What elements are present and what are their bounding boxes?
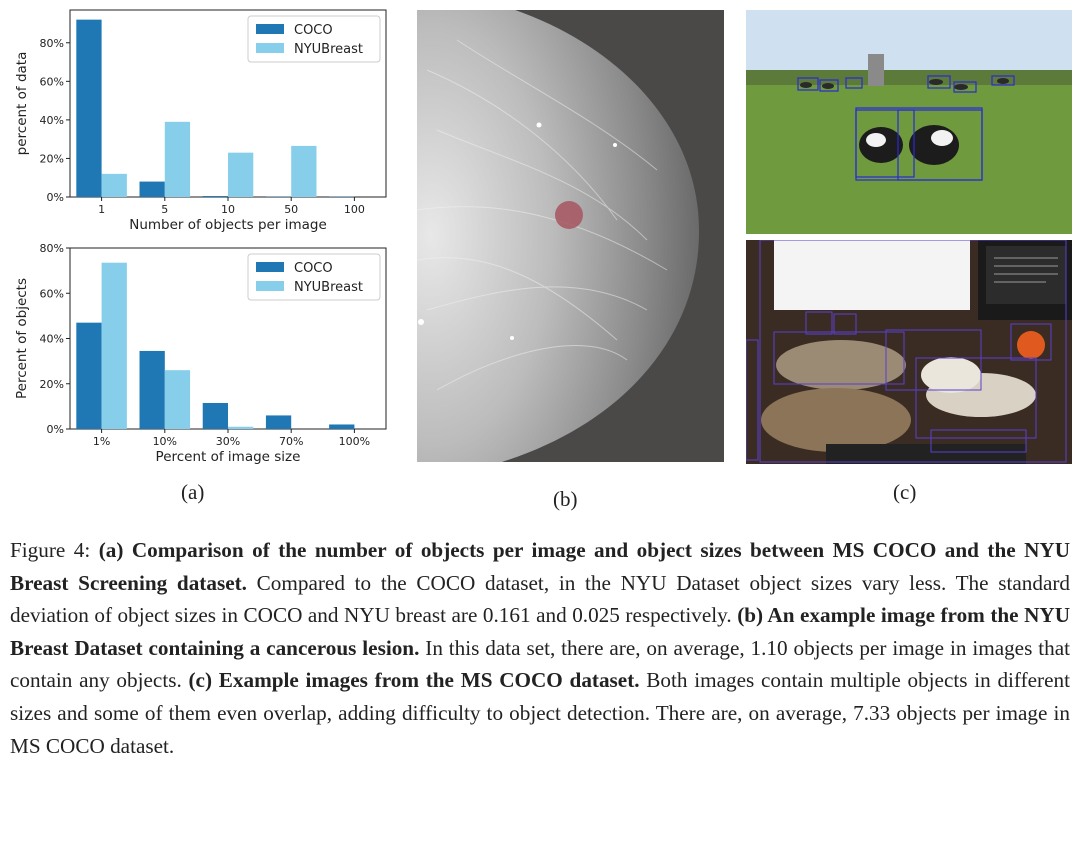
x-axis-label: Percent of image size	[156, 449, 301, 465]
coco-cats-image	[746, 240, 1072, 464]
label-b: (b)	[553, 487, 578, 511]
y-tick-label: 80%	[40, 37, 64, 50]
y-tick-label: 60%	[40, 287, 64, 300]
y-axis-label: Percent of objects	[14, 278, 30, 399]
x-tick-label: 100	[344, 203, 365, 216]
objects-per-image-chart: 0% 20% 40% 60% 80% 1 5 10 50 100 Number of objects…	[14, 9, 387, 233]
caption-c-text: Both images contain multiple objects in …	[10, 668, 1071, 758]
y-axis-label: percent of data	[14, 52, 30, 156]
bar-nyubreast-0	[101, 262, 127, 429]
y-tick-label: 0%	[47, 191, 64, 204]
bar-coco-0	[76, 322, 102, 429]
x-tick-label: 30%	[216, 435, 240, 448]
coco-cows-image	[746, 10, 1072, 234]
legend-label-coco: COCO	[294, 261, 333, 276]
caption-a-heading: (a) Comparison of the number of objects …	[10, 538, 1070, 595]
label-c: (c)	[893, 480, 917, 504]
bar-nyubreast-3	[291, 145, 317, 197]
bar-coco-1	[139, 181, 165, 197]
caption-b-heading: (b) An example image from the NYU Breast…	[10, 603, 1071, 660]
x-tick-label: 50	[284, 203, 298, 216]
bar-coco-4	[329, 424, 355, 429]
figure-caption: Figure 4: (a) Comparison of the number o…	[10, 534, 1070, 762]
lesion-marker	[555, 201, 583, 229]
y-tick-label: 20%	[40, 152, 64, 165]
bar-coco-2	[202, 402, 228, 429]
y-tick-label: 80%	[40, 242, 64, 255]
y-tick-label: 40%	[40, 333, 64, 346]
bar-coco-2	[202, 196, 228, 197]
legend-swatch-coco	[256, 24, 284, 34]
bar-coco-0	[76, 19, 102, 197]
x-tick-label: 70%	[279, 435, 303, 448]
x-axis-label: Number of objects per image	[129, 217, 327, 233]
y-tick-label: 40%	[40, 114, 64, 127]
caption-c-heading: (c) Example images from the MS COCO data…	[188, 668, 640, 693]
bar-coco-1	[139, 350, 165, 429]
x-tick-label: 10	[221, 203, 235, 216]
bar-nyubreast-2	[228, 152, 254, 197]
legend-swatch-nyubreast	[256, 281, 284, 291]
y-tick-label: 60%	[40, 75, 64, 88]
object-size-chart: 0% 20% 40% 60% 80% 1% 10% 30% 70% 100% Percent of …	[14, 242, 387, 465]
y-tick-label: 20%	[40, 378, 64, 391]
legend-label-nyubreast: NYUBreast	[294, 42, 363, 57]
label-a: (a)	[181, 480, 205, 504]
caption-prefix: Figure 4:	[10, 538, 99, 562]
x-tick-label: 10%	[153, 435, 177, 448]
x-tick-label: 1%	[93, 435, 110, 448]
caption-a-text: Compared to the COCO dataset, in the NYU…	[10, 570, 1071, 628]
x-tick-label: 5	[161, 203, 168, 216]
bar-nyubreast-1	[164, 121, 191, 197]
bar-nyubreast-2	[228, 426, 254, 429]
legend-label-coco: COCO	[294, 23, 333, 38]
bar-coco-3	[265, 415, 292, 429]
caption-b-text: In this data set, there are, on average,…	[10, 635, 1070, 693]
x-tick-label: 100%	[339, 435, 370, 448]
mammogram-image	[417, 10, 724, 462]
legend-swatch-coco	[256, 262, 284, 272]
x-tick-label: 1	[98, 203, 105, 216]
legend-label-nyubreast: NYUBreast	[294, 280, 363, 295]
bar-nyubreast-1	[164, 370, 191, 429]
legend-swatch-nyubreast	[256, 43, 284, 53]
y-tick-label: 0%	[47, 423, 64, 436]
bar-nyubreast-0	[101, 173, 127, 197]
